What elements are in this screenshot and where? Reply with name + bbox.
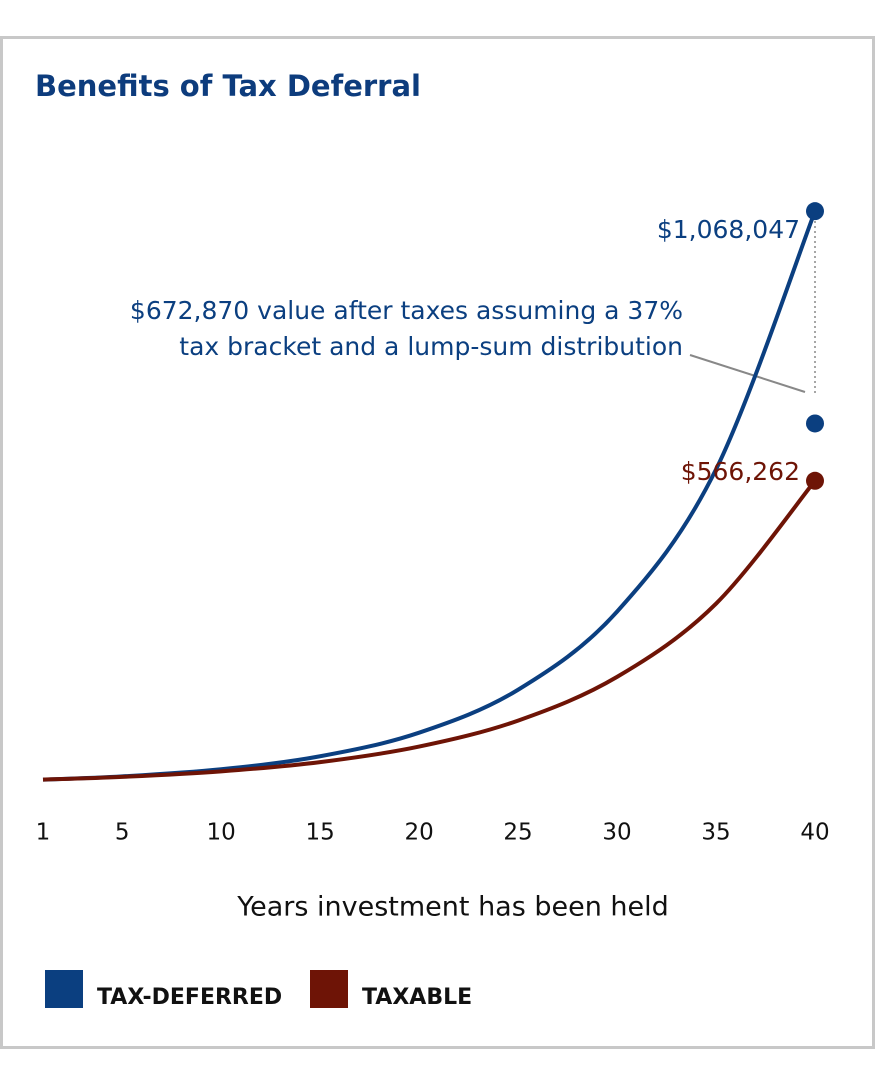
x-axis-label: Years investment has been held [236,892,669,923]
frame [0,36,875,1049]
end-point [806,202,824,221]
x-tick-label: 40 [800,820,829,846]
x-tick-label: 25 [503,820,532,846]
x-tick-label: 30 [602,820,631,846]
end-point [806,471,824,490]
legend-swatch [310,970,348,1008]
annotation: $672,870 value after taxes assuming a 37… [130,296,683,325]
value-label: $1,068,047 [657,215,800,244]
leader-line [689,354,806,393]
x-tick-label: 15 [305,820,334,846]
series-line [42,479,817,782]
x-tick-label: 5 [115,820,130,846]
annotation: tax bracket and a lump-sum distribution [179,332,683,361]
legend-label: TAX-DEFERRED [97,985,282,1010]
legend-label: TAXABLE [362,985,472,1010]
legend-swatch [45,970,83,1008]
chart-title: Benefits of Tax Deferral [35,69,421,103]
after-tax-point [806,414,824,433]
x-tick-label: 35 [701,820,730,846]
value-label: $566,262 [681,457,800,486]
x-tick-label: 1 [36,820,51,846]
x-tick-label: 20 [404,820,433,846]
x-tick-label: 10 [207,820,236,846]
